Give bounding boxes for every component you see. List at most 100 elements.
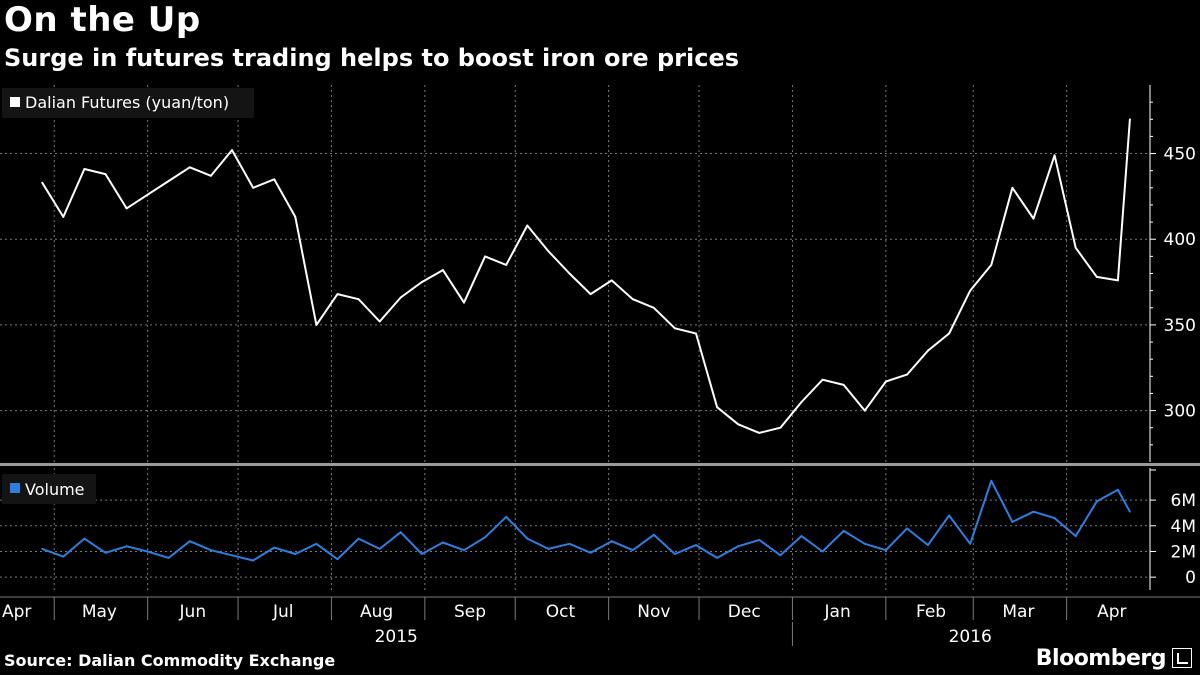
volume-point — [1095, 500, 1098, 503]
volume-point — [463, 549, 465, 552]
x-tick-label: Jan — [824, 602, 851, 622]
x-tick-label: Aug — [360, 602, 393, 622]
x-tick-label: Jun — [179, 602, 207, 622]
price-point — [948, 332, 951, 335]
x-tick-label: May — [82, 602, 117, 622]
axis-layer: Apr May Jun Jul Aug Sep Oct Nov Dec Jan Feb Mar Apr 2… — [0, 85, 1200, 647]
price-point — [188, 166, 191, 169]
price-point — [737, 423, 740, 426]
volume-point — [146, 550, 149, 553]
volume-point — [695, 544, 697, 546]
volume-point — [442, 541, 444, 544]
volume-point — [589, 551, 592, 554]
volume-point — [674, 553, 676, 555]
volume-point — [1032, 510, 1035, 513]
volume-point — [273, 546, 276, 549]
price-point — [484, 255, 487, 258]
price-point — [779, 426, 782, 429]
price-point — [357, 298, 360, 301]
volume-point — [420, 553, 423, 555]
price-point — [1129, 118, 1131, 121]
year-label: 2015 — [375, 627, 418, 647]
volume-point — [210, 549, 212, 552]
volume-point — [252, 559, 255, 562]
price-point — [969, 289, 972, 292]
x-tick-label: Mar — [1002, 602, 1034, 622]
chart-subtitle: Surge in futures trading helps to boost … — [4, 44, 740, 72]
volume-point — [1129, 510, 1131, 513]
price-point — [505, 264, 508, 266]
volume-point — [906, 527, 908, 530]
volume-point — [62, 555, 65, 558]
volume-point — [104, 551, 107, 554]
price-series-line — [41, 119, 1131, 434]
price-point — [990, 264, 993, 266]
price-ytick-label: 400 — [1164, 230, 1196, 250]
price-ytick-label: 350 — [1164, 316, 1196, 336]
price-point — [336, 293, 339, 295]
volume-point — [83, 537, 86, 540]
volume-point — [568, 542, 571, 545]
price-point — [610, 279, 613, 282]
chart-title: On the Up — [4, 0, 201, 40]
price-point — [1074, 246, 1077, 249]
volume-point — [884, 549, 887, 552]
price-point — [463, 301, 465, 304]
volume-point — [378, 548, 381, 550]
price-point — [568, 272, 571, 275]
price-point — [62, 216, 65, 218]
volume-point — [231, 554, 233, 557]
price-point — [652, 306, 655, 309]
year-label: 2016 — [949, 627, 992, 647]
legend-layer: Dalian Futures (yuan/ton) Volume — [2, 88, 254, 504]
price-point — [399, 296, 402, 299]
brand-name: Bloomberg — [1035, 645, 1167, 671]
price-point — [863, 409, 866, 412]
volume-point — [1116, 488, 1119, 491]
volume-point — [990, 479, 993, 482]
volume-point — [188, 540, 191, 543]
volume-point — [652, 533, 655, 536]
price-legend-label: Dalian Futures (yuan/ton) — [25, 93, 229, 112]
price-point — [83, 168, 86, 170]
volume-legend-swatch — [10, 483, 20, 493]
price-point — [1032, 217, 1035, 220]
price-legend-box — [2, 88, 254, 118]
price-point — [1095, 276, 1098, 278]
series-layer — [41, 118, 1131, 562]
price-point — [800, 401, 803, 403]
volume-point — [1053, 517, 1056, 519]
price-point — [1011, 186, 1014, 189]
volume-point — [800, 535, 803, 537]
price-point — [758, 431, 761, 434]
price-point — [273, 178, 276, 181]
price-point — [252, 186, 255, 189]
price-point — [378, 320, 381, 323]
price-point — [420, 281, 423, 283]
price-point — [695, 332, 697, 335]
price-point — [674, 327, 676, 330]
volume-point — [779, 554, 782, 557]
price-point — [589, 293, 592, 295]
volume-point — [948, 514, 951, 517]
volume-point — [1074, 535, 1077, 537]
volume-point — [969, 542, 972, 545]
volume-point — [842, 530, 845, 532]
price-point — [125, 207, 128, 210]
volume-point — [505, 515, 508, 518]
volume-point — [399, 531, 402, 534]
volume-point — [716, 556, 719, 559]
volume-ytick-label: 2M — [1171, 542, 1196, 562]
x-tick-label: Sep — [454, 602, 486, 622]
panel-separator — [0, 463, 1200, 466]
volume-series-line — [41, 479, 1131, 562]
price-point — [1116, 279, 1119, 282]
volume-point — [357, 537, 360, 540]
volume-point — [484, 536, 487, 539]
price-point — [167, 180, 170, 182]
price-ytick-label: 300 — [1164, 402, 1196, 422]
volume-point — [125, 545, 128, 548]
price-point — [104, 173, 107, 176]
price-point — [927, 349, 929, 352]
